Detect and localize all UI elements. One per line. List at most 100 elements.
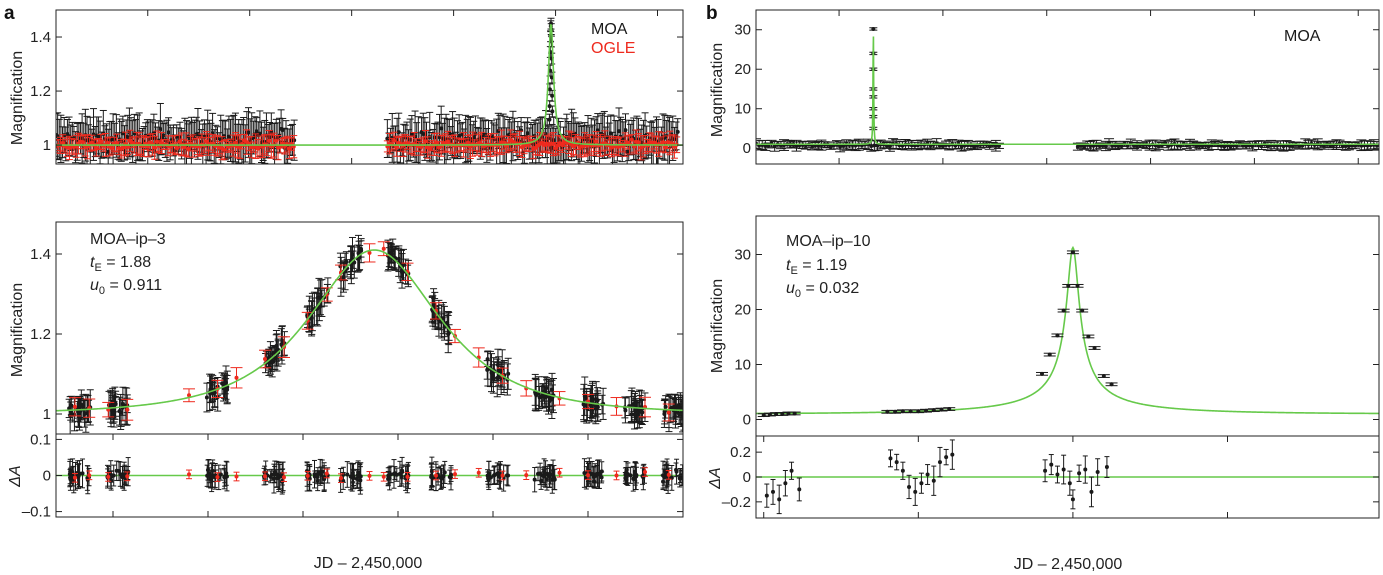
a-te-annotation: tE = 1.88 <box>90 254 151 274</box>
moa-point <box>677 402 682 407</box>
a-main-model-line <box>56 249 683 412</box>
moa-peak-point <box>547 117 552 122</box>
ogle-point <box>263 357 267 362</box>
a-top-data-marks <box>56 17 683 164</box>
a-resid-ylabel: ΔA <box>7 465 24 487</box>
moa-point <box>1075 144 1080 149</box>
moa-resid-point <box>271 476 276 481</box>
moa-resid-point <box>582 471 587 476</box>
moa-point <box>887 144 892 149</box>
moa-point <box>280 127 285 132</box>
a-event-name: MOA–ip–3 <box>90 231 166 248</box>
a_resid-ytick-label: 0 <box>43 468 51 485</box>
moa-point <box>421 131 426 136</box>
moa-point <box>80 404 85 409</box>
moa-point <box>869 144 874 149</box>
moa-point <box>623 128 628 133</box>
a-u0-value: = 0.911 <box>105 277 162 294</box>
ogle-resid-point <box>234 474 239 479</box>
a-u0-annotation: u0 = 0.911 <box>90 277 162 297</box>
ogle-resid-point <box>187 472 191 477</box>
ogle-point <box>551 142 556 147</box>
moa-resid-point <box>536 471 541 476</box>
ogle-point <box>381 246 386 251</box>
ogle-resid-point <box>263 474 267 479</box>
a-main-data-marks <box>56 234 683 434</box>
a-top-model-line <box>56 24 683 146</box>
moa-point <box>670 405 675 410</box>
b-top-data-marks <box>756 26 1379 153</box>
moa-resid-point <box>596 472 601 477</box>
moa-point <box>959 144 964 149</box>
moa-point <box>445 320 450 325</box>
ogle-point <box>560 142 565 147</box>
ogle-point <box>233 140 238 145</box>
ogle-resid-point <box>434 473 438 478</box>
moa-resid-point <box>548 472 553 477</box>
moa-point <box>118 409 123 414</box>
ogle-resid-point <box>405 474 410 479</box>
ogle-point <box>121 145 126 150</box>
moa-resid-point <box>108 472 113 477</box>
moa-resid-point <box>276 473 281 478</box>
moa-point <box>537 395 542 400</box>
a_resid-ytick-label: 0.1 <box>30 431 51 448</box>
a_main-ytick-label: 1.2 <box>30 326 51 343</box>
ogle-resid-point <box>339 476 343 481</box>
ogle-point <box>98 139 103 144</box>
moa-resid-point <box>76 473 81 478</box>
a-te-symbol: t <box>90 254 95 271</box>
ogle-point <box>501 140 506 145</box>
a_top-ytick-label: 1.4 <box>30 29 51 46</box>
moa-resid-point <box>491 473 496 478</box>
ogle-point <box>110 146 115 151</box>
moa-point <box>633 408 638 413</box>
ogle-point <box>287 146 292 151</box>
moa-point <box>254 129 259 134</box>
moa-resid-point <box>69 475 74 480</box>
moa-resid-point <box>351 474 356 479</box>
moa-point <box>625 149 630 154</box>
moa-resid-point <box>674 469 679 474</box>
moa-resid-point <box>660 473 665 478</box>
ogle-point <box>152 145 157 150</box>
ogle-resid-point <box>381 474 386 479</box>
a_top-ytick-label: 1.2 <box>30 83 51 100</box>
moa-point <box>226 134 231 139</box>
a_top-ytick-label: 1 <box>43 137 51 154</box>
moa-point <box>385 136 390 141</box>
ogle-point <box>367 250 372 255</box>
moa-resid-point <box>634 473 639 478</box>
ogle-point <box>60 140 65 145</box>
ogle-point <box>73 404 77 409</box>
moa-point <box>76 410 81 415</box>
ogle-resid-point <box>73 475 77 480</box>
moa-resid-point <box>486 471 491 476</box>
a-u0-subscript: 0 <box>99 285 105 297</box>
a-u0-symbol: u <box>90 277 99 294</box>
ogle-resid-point <box>282 475 286 480</box>
a_main-ytick-label: 1 <box>43 406 51 423</box>
ogle-resid-point <box>453 472 457 477</box>
moa-resid-point <box>497 470 502 475</box>
moa-resid-point <box>341 478 346 483</box>
moa-resid-point <box>315 471 320 476</box>
a-resid-data-marks <box>56 456 683 495</box>
a-top-ylabel: Magnification <box>9 51 26 145</box>
moa-resid-point <box>504 473 509 478</box>
moa-point <box>875 143 880 148</box>
ogle-point <box>661 140 666 145</box>
ogle-point <box>666 410 671 415</box>
ogle-resid-point <box>586 473 590 478</box>
moa-point <box>680 405 683 410</box>
ogle-resid-point <box>125 474 130 479</box>
ogle-resid-point <box>500 473 505 478</box>
panel-letter-a: a <box>4 3 15 24</box>
moa-resid-point <box>551 468 556 473</box>
a_main-ytick-label: 1.4 <box>30 246 51 263</box>
moa-point <box>972 144 977 149</box>
a-xlabel: JD – 2,450,000 <box>314 555 423 572</box>
moa-point <box>96 134 101 139</box>
